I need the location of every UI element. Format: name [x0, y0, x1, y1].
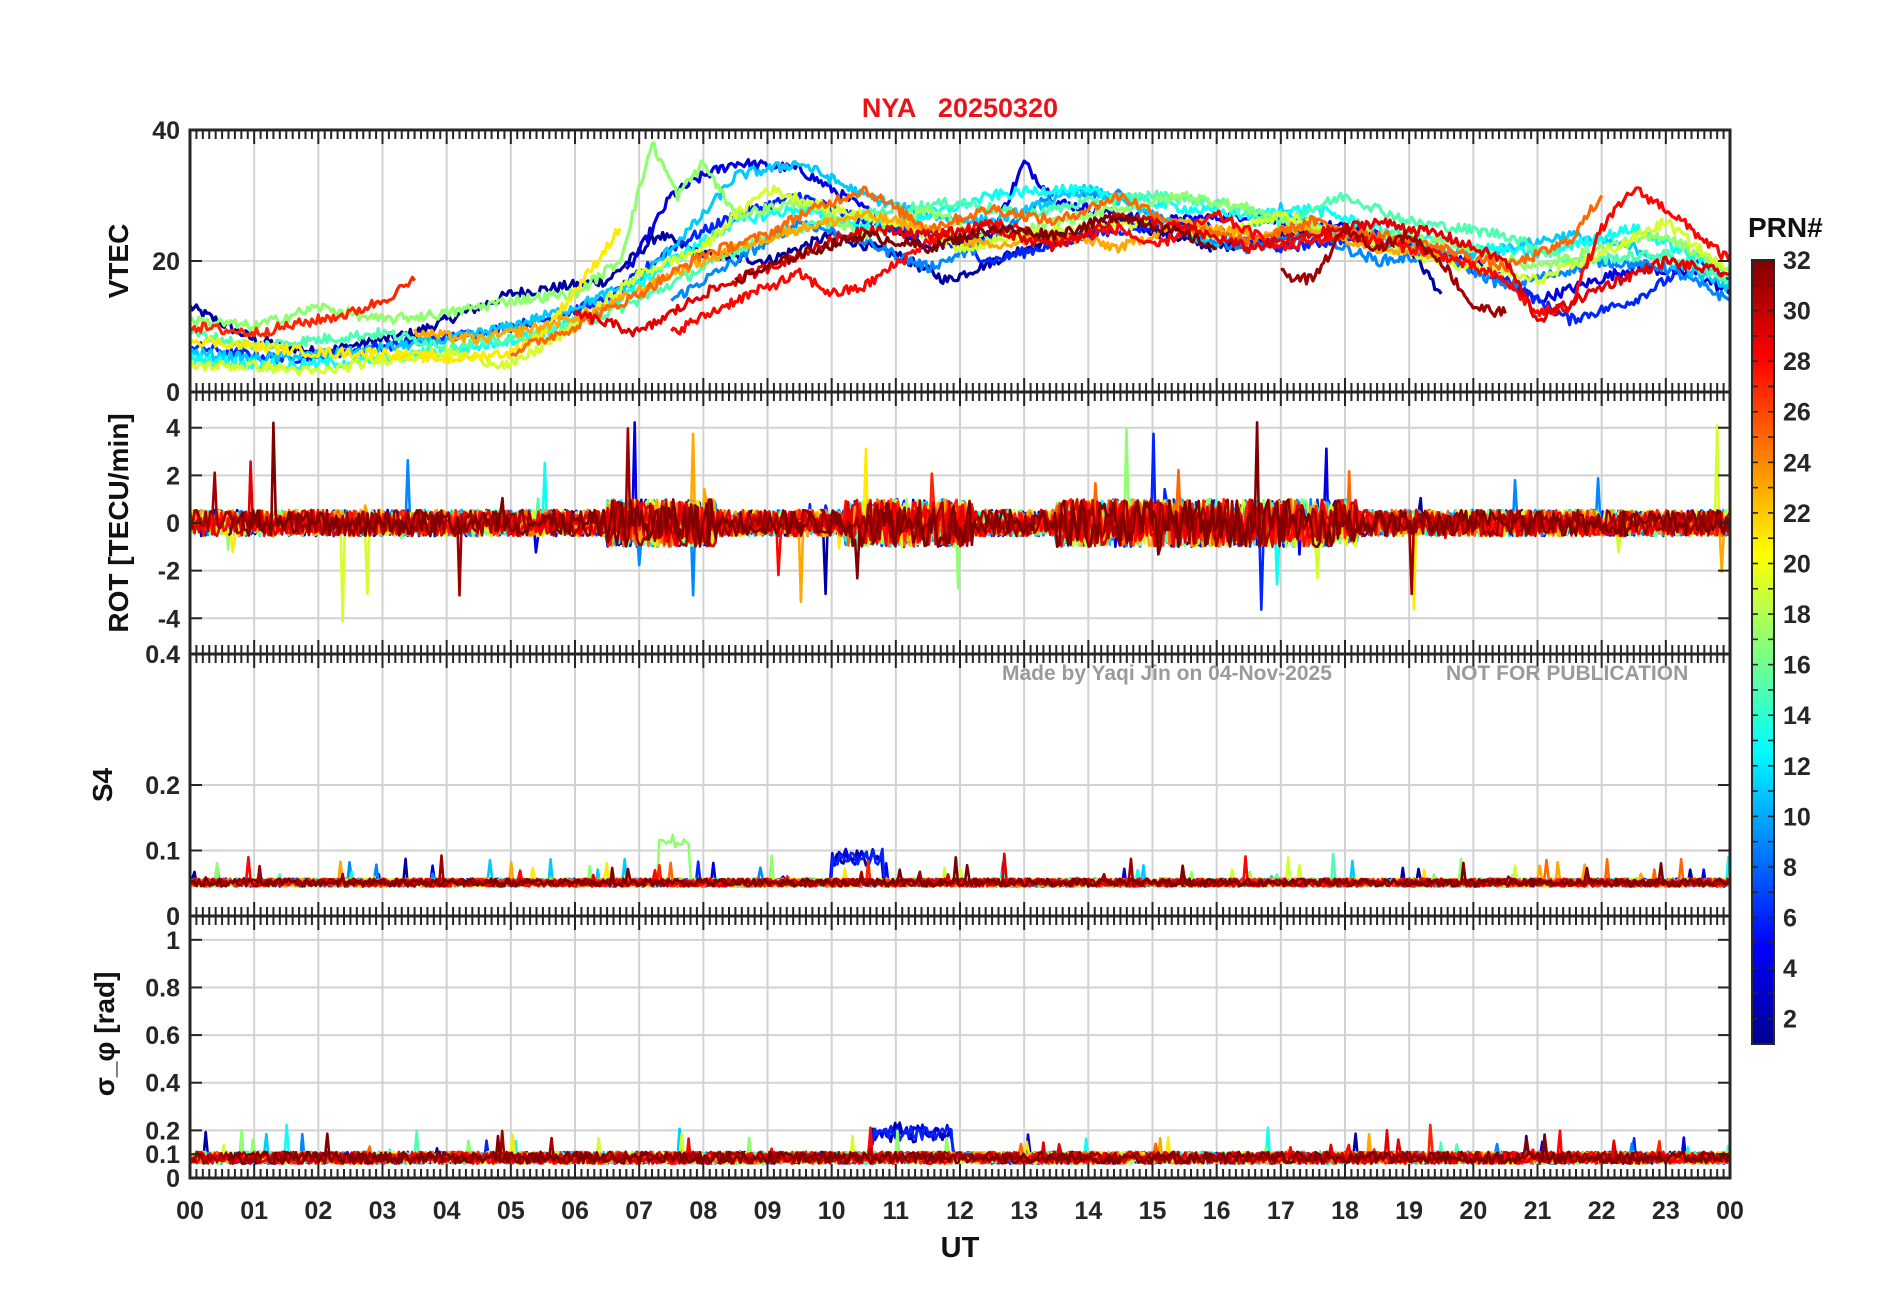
- rot-y-tick-label: -2: [158, 558, 180, 586]
- x-tick-label: 08: [689, 1197, 717, 1225]
- colorbar-tick-label: 2: [1783, 1006, 1797, 1034]
- vtec-y-tick-label: 20: [152, 248, 180, 276]
- watermark-notice: NOT FOR PUBLICATION: [1446, 662, 1688, 685]
- x-tick-label: 05: [497, 1197, 525, 1225]
- vtec-line-prn-27: [190, 275, 416, 338]
- colorbar-tick-label: 28: [1783, 348, 1811, 376]
- colorbar-tick-label: 20: [1783, 550, 1811, 578]
- vtec-series: [190, 141, 1730, 377]
- x-tick-label: 21: [1524, 1197, 1552, 1225]
- x-axis: 00 01 02 03 04 05 06 07 08 09 10 11 12 13 14 15 16 17 18 19…: [176, 1197, 1744, 1225]
- x-tick-label: 06: [561, 1197, 589, 1225]
- colorbar-tick-label: 24: [1783, 449, 1811, 477]
- colorbar-tick-label: 6: [1783, 905, 1797, 933]
- x-tick-label: 17: [1267, 1197, 1295, 1225]
- vtec-y-axis-label: VTEC: [103, 224, 134, 299]
- colorbar-gradient: [1751, 259, 1775, 1045]
- vtec-line-prn-19: [190, 184, 1730, 377]
- sigma-y-tick-label: 0.4: [145, 1070, 180, 1098]
- sigma-y-tick-label: 0.6: [145, 1022, 180, 1050]
- panel-rot: -4 -2 0 2 4 ROT [TECU/min]: [103, 390, 1732, 656]
- s4-y-axis-label: S4: [87, 767, 118, 802]
- colorbar-label: PRN#: [1748, 212, 1823, 243]
- sigma-y-tick-label: 0.2: [145, 1117, 180, 1145]
- vtec-y-tick-label: 0: [166, 379, 180, 407]
- sigma-y-tick-label: 0.8: [145, 974, 180, 1002]
- rot-line-prn-32: [227, 421, 1730, 580]
- x-tick-label: 00: [1716, 1197, 1744, 1225]
- colorbar-tick-label: 10: [1783, 803, 1811, 831]
- vtec-line-prn-28: [670, 186, 1730, 336]
- vtec-line-prn-2: [190, 217, 1443, 359]
- colorbar-tick-label: 12: [1783, 753, 1811, 781]
- sigma-y-axis-label: σ_φ [rad]: [89, 972, 120, 1097]
- sigma-series: [190, 1121, 1730, 1165]
- x-tick-label: 11: [883, 1197, 910, 1225]
- colorbar-tick-label: 14: [1783, 702, 1811, 730]
- colorbar-tick-label: 26: [1783, 399, 1811, 427]
- s4-y-tick-label: 0.1: [145, 838, 180, 866]
- rot-y-tick-label: 0: [166, 510, 180, 538]
- s4-y-tick-label: 0.2: [145, 772, 180, 800]
- x-tick-label: 12: [946, 1197, 974, 1225]
- rot-y-axis-label: ROT [TECU/min]: [103, 413, 134, 632]
- s4-series: [190, 833, 1730, 888]
- s4-y-tick-label: 0.4: [145, 641, 180, 669]
- x-tick-label: 22: [1588, 1197, 1616, 1225]
- panel-vtec: 0 20 40 VTEC: [103, 117, 1732, 407]
- x-tick-label: 13: [1010, 1197, 1038, 1225]
- sigma-y-tick-label: 0.1: [145, 1141, 180, 1169]
- colorbar-tick-label: 18: [1783, 601, 1811, 629]
- rot-y-tick-label: 2: [166, 462, 180, 490]
- x-tick-label: 19: [1395, 1197, 1423, 1225]
- vtec-line-prn-32: [734, 213, 1218, 285]
- colorbar-tick-label: 8: [1783, 854, 1797, 882]
- colorbar-tick-label: 22: [1783, 500, 1811, 528]
- x-tick-label: 20: [1459, 1197, 1487, 1225]
- x-tick-label: 01: [240, 1197, 268, 1225]
- x-tick-label: 23: [1652, 1197, 1680, 1225]
- rot-y-tick-label: 4: [166, 415, 180, 443]
- x-tick-label: 16: [1203, 1197, 1231, 1225]
- vtec-line-prn-29: [573, 211, 1730, 338]
- colorbar-tick-label: 32: [1783, 247, 1811, 275]
- rot-y-tick-label: -4: [158, 605, 180, 633]
- sigma-line-prn-32: [227, 1132, 1730, 1165]
- colorbar-tick-label: 16: [1783, 652, 1811, 680]
- x-tick-label: 09: [754, 1197, 782, 1225]
- x-tick-label: 10: [818, 1197, 846, 1225]
- x-tick-label: 00: [176, 1197, 204, 1225]
- vtec-y-tick-label: 40: [152, 117, 180, 145]
- x-tick-label: 03: [369, 1197, 397, 1225]
- x-tick-label: 07: [625, 1197, 653, 1225]
- colorbar-tick-label: 30: [1783, 298, 1811, 326]
- s4-line-prn-32: [190, 855, 1730, 888]
- rot-series: [190, 421, 1730, 623]
- panel-sigma: 00.10.2 0.4 0.6 0.8 1 σ_φ [rad]: [89, 914, 1732, 1193]
- s4-line-prn-31: [190, 854, 1730, 888]
- watermark: Made by Yaqi Jin on 04-Nov-2025 NOT FOR …: [1002, 662, 1688, 685]
- x-tick-label: 04: [433, 1197, 461, 1225]
- panel-s4: 0 0.1 0.2 0.4 S4: [87, 641, 1732, 931]
- colorbar-tick-label: 4: [1783, 955, 1797, 983]
- x-tick-label: 02: [304, 1197, 332, 1225]
- watermark-made-by: Made by Yaqi Jin on 04-Nov-2025: [1002, 662, 1332, 685]
- x-axis-label: UT: [941, 1232, 980, 1264]
- s4-y-tick-label: 0: [166, 903, 180, 931]
- vtec-line-prn-31: [1280, 223, 1507, 318]
- x-tick-label: 15: [1139, 1197, 1167, 1225]
- chart-title: NYA 20250320: [862, 93, 1058, 123]
- x-tick-label: 14: [1074, 1197, 1102, 1225]
- sigma-y-tick-label: 0: [166, 1165, 180, 1193]
- sigma-y-tick-label: 1: [166, 927, 180, 955]
- x-tick-label: 18: [1331, 1197, 1359, 1225]
